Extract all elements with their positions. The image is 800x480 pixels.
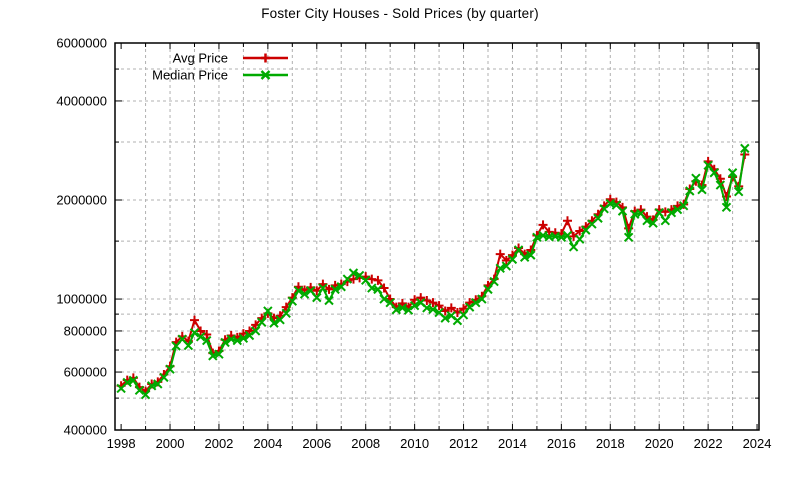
x-tick-label: 2006	[302, 436, 331, 451]
legend-label: Median Price	[152, 68, 228, 83]
series-markers	[116, 143, 750, 400]
y-tick-label: 2000000	[56, 192, 107, 207]
legend: Avg Price Median Price	[152, 51, 288, 83]
chart-title: Foster City Houses - Sold Prices (by qua…	[261, 6, 539, 21]
y-axis-labels: 400000 600000 800000 1000000 2000000 4000000 6…	[56, 36, 107, 438]
x-tick-label: 2018	[596, 436, 625, 451]
plus-marker-icon	[261, 53, 270, 63]
y-tick-label: 1000000	[56, 292, 107, 307]
x-tick-label: 2008	[351, 436, 380, 451]
y-tick-label: 400000	[64, 423, 107, 438]
median-price-series	[116, 143, 750, 400]
x-tick-label: 2024	[743, 436, 772, 451]
avg-price-series	[116, 149, 750, 396]
y-tick-label: 4000000	[56, 93, 107, 108]
y-tick-label: 600000	[64, 365, 107, 380]
grid-lines	[115, 43, 759, 430]
x-tick-label: 2020	[645, 436, 674, 451]
series-markers	[116, 149, 750, 396]
x-tick-label: 2002	[204, 436, 233, 451]
cross-marker-icon	[260, 70, 271, 80]
x-axis-labels: 1998 2000 2002 2004 2006 2008 2010 2012 2014 2016…	[107, 436, 772, 451]
x-tick-label: 2022	[694, 436, 723, 451]
x-tick-label: 2014	[498, 436, 527, 451]
x-tick-label: 2010	[400, 436, 429, 451]
plot-border	[114, 42, 760, 431]
y-tick-label: 800000	[64, 323, 107, 338]
y-tick-label: 6000000	[56, 36, 107, 51]
x-tick-label: 1998	[107, 436, 136, 451]
x-tick-label: 2016	[547, 436, 576, 451]
x-tick-label: 2004	[253, 436, 282, 451]
x-tick-label: 2000	[156, 436, 185, 451]
legend-label: Avg Price	[173, 51, 228, 66]
axis-ticks	[115, 42, 759, 431]
x-tick-label: 2012	[449, 436, 478, 451]
